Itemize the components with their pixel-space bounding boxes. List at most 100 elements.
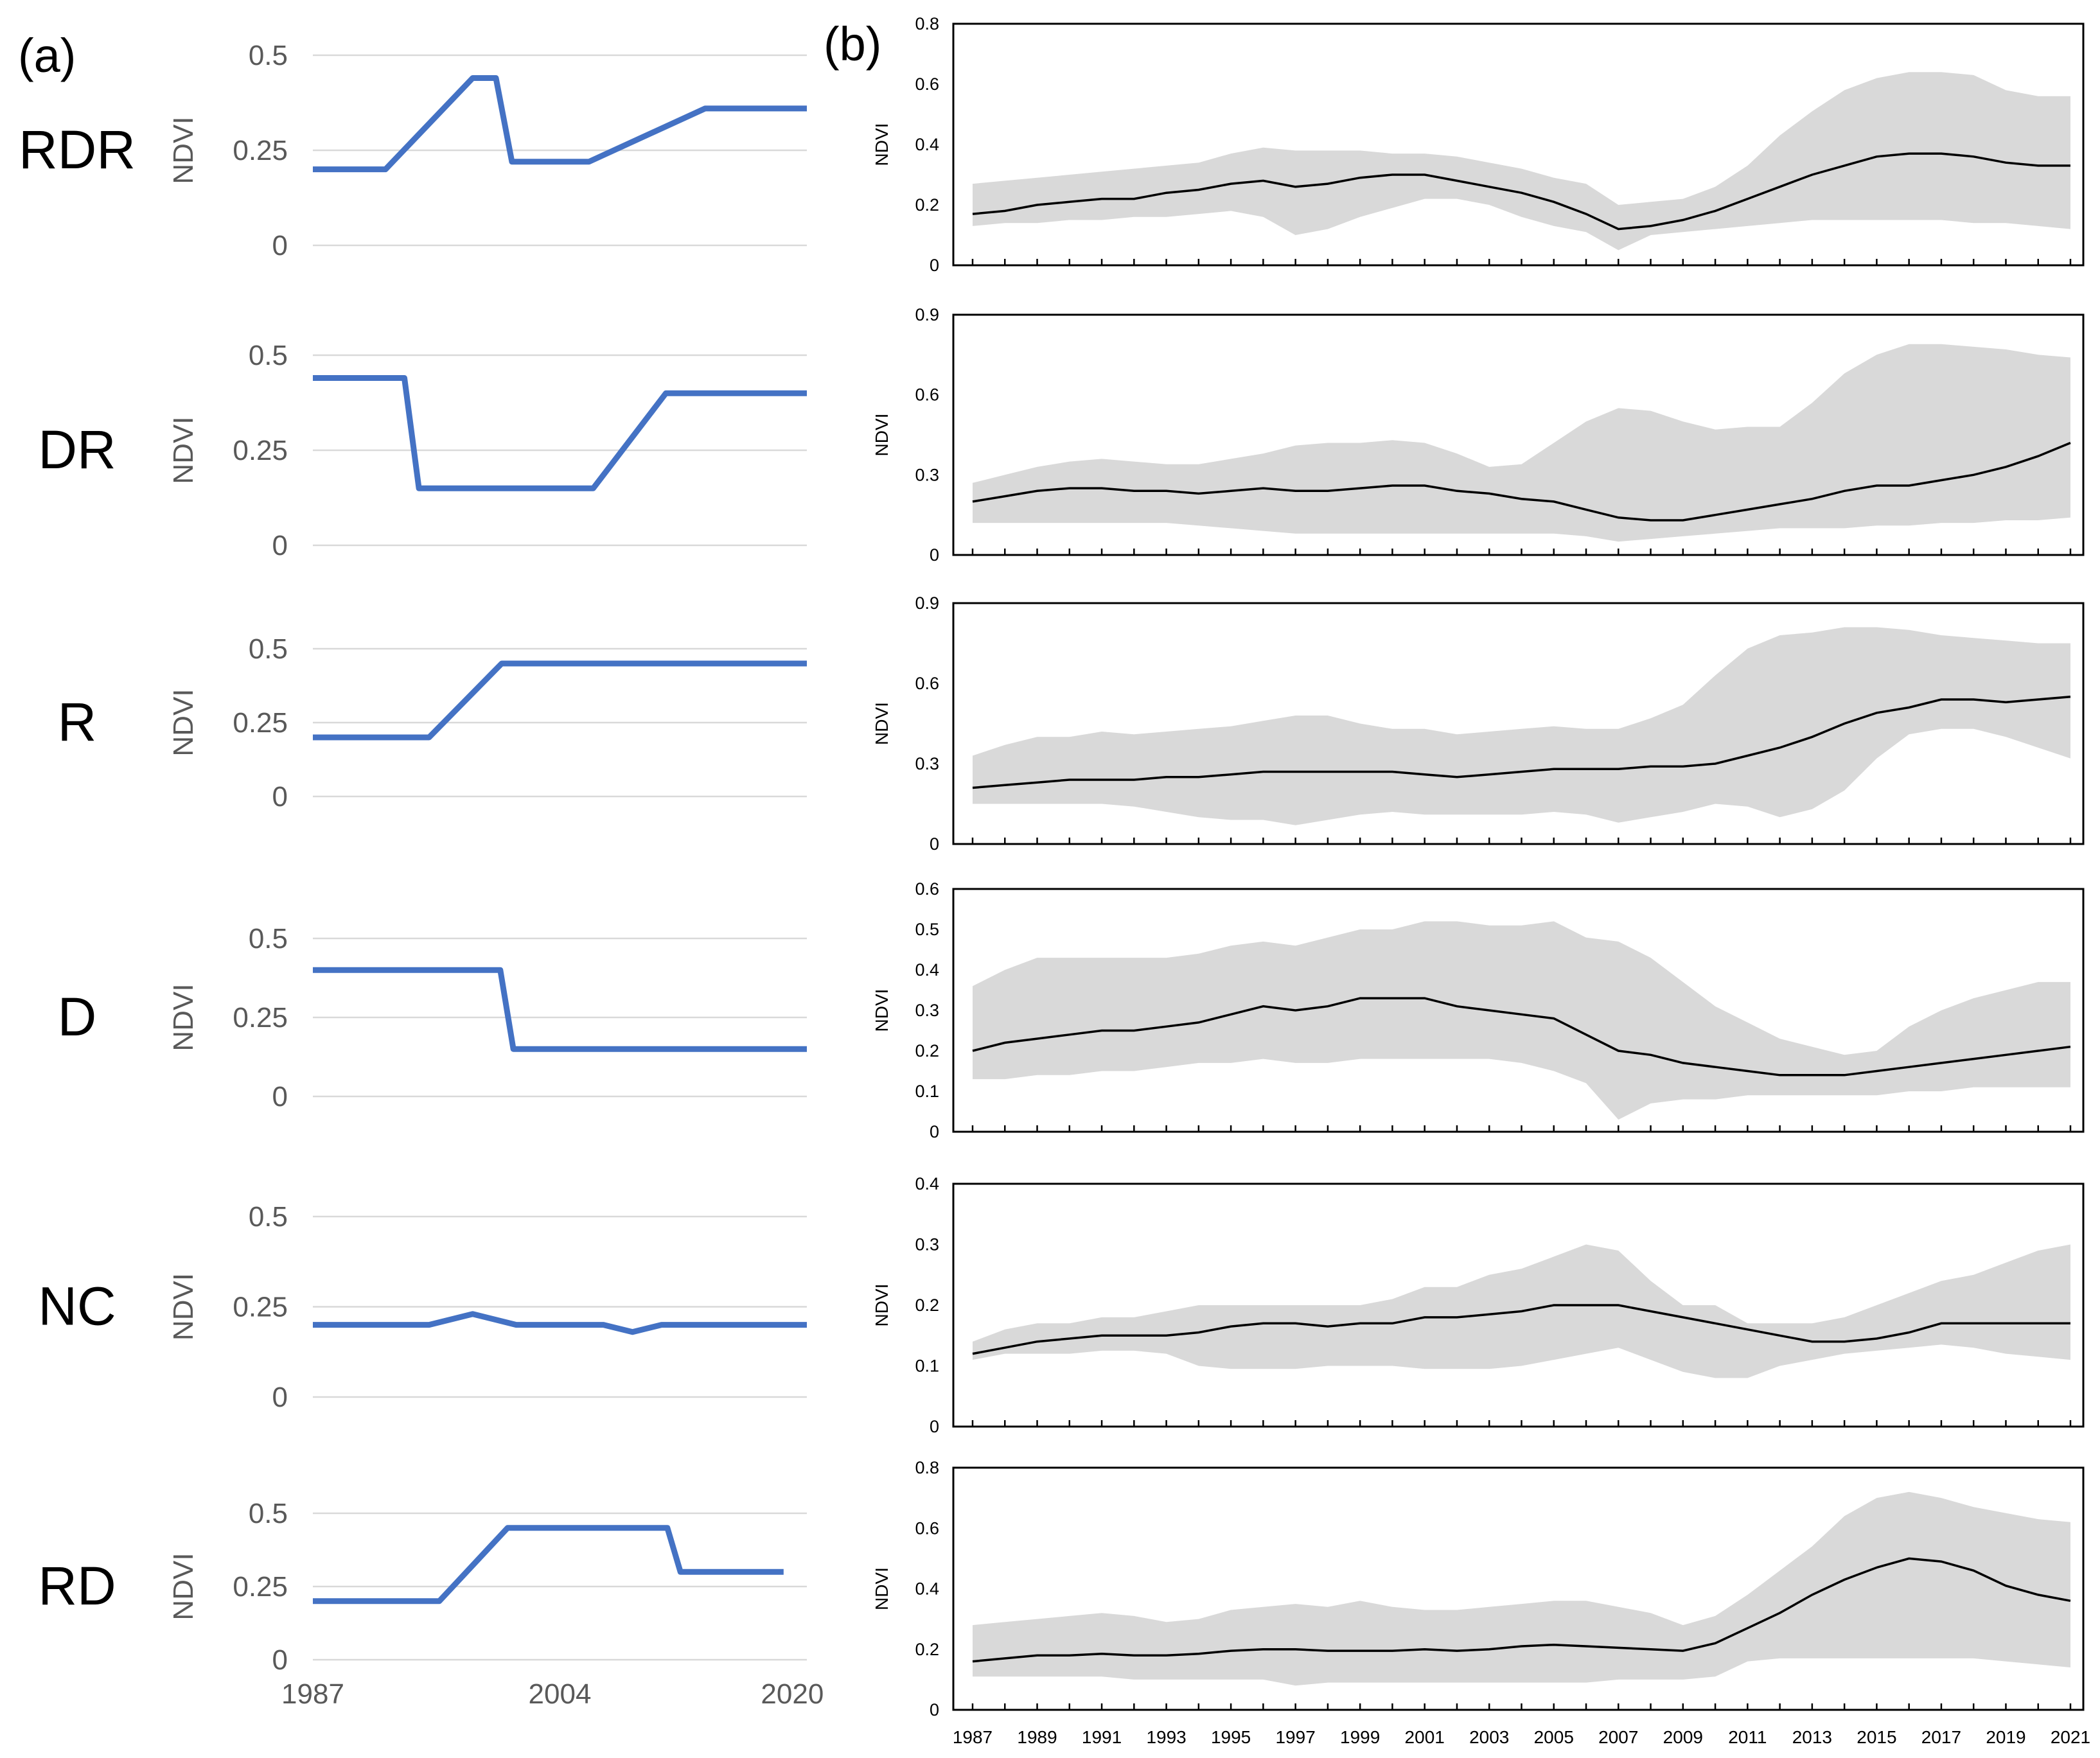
mean-line-dr bbox=[972, 441, 2071, 522]
x-tick-label: 2020 bbox=[761, 1678, 824, 1710]
y-tick-label: 0 bbox=[930, 1700, 939, 1719]
y-tick-label: 0.6 bbox=[915, 674, 939, 693]
x-tick-label: 1987 bbox=[281, 1678, 344, 1710]
y-tick-label: 0.6 bbox=[915, 1518, 939, 1538]
plot-frame bbox=[952, 1466, 2085, 1711]
y-tick-label: 0 bbox=[930, 256, 939, 275]
y-tick-label: 0.8 bbox=[915, 1458, 939, 1477]
y-axis-label: NDVI bbox=[872, 1284, 892, 1327]
range-band-d bbox=[973, 921, 2070, 1120]
y-tick-label: 0.4 bbox=[915, 1579, 939, 1599]
plot-frame bbox=[952, 313, 2085, 556]
y-tick-label: 0.3 bbox=[915, 1001, 939, 1020]
y-tick-label: 0 bbox=[272, 1081, 288, 1112]
y-tick-label: 0 bbox=[930, 1417, 939, 1436]
y-axis-label: NDVI bbox=[168, 116, 199, 184]
y-axis-label: NDVI bbox=[872, 702, 892, 745]
y-tick-label: 0.1 bbox=[915, 1082, 939, 1101]
y-tick-label: 0.6 bbox=[915, 385, 939, 405]
panel-a-label: (a) bbox=[18, 29, 76, 82]
y-tick-label: 0 bbox=[272, 530, 288, 561]
x-tick-label: 1997 bbox=[1275, 1727, 1315, 1747]
x-tick-label: 1999 bbox=[1340, 1727, 1380, 1747]
y-tick-label: 0.5 bbox=[249, 1201, 288, 1233]
y-tick-label: 0.5 bbox=[249, 1498, 288, 1529]
range-band-rd bbox=[973, 1491, 2070, 1686]
y-axis-label: NDVI bbox=[872, 989, 892, 1032]
row-label-dr: DR bbox=[38, 419, 116, 480]
y-tick-label: 0.2 bbox=[915, 1296, 939, 1315]
x-tick-label: 2013 bbox=[1792, 1727, 1832, 1747]
y-tick-label: 0.25 bbox=[233, 1571, 288, 1603]
y-tick-label: 0.25 bbox=[233, 1002, 288, 1033]
charts-group: 0 0.25 0.5 RDR NDVI 0 0.25 0.5 DR NDVI 0 0.25 0.5 R ND… bbox=[19, 14, 2090, 1747]
range-band-dr bbox=[973, 344, 2070, 542]
y-tick-label: 0.3 bbox=[915, 754, 939, 773]
range-band-rdr bbox=[973, 72, 2070, 251]
y-tick-label: 0 bbox=[272, 1382, 288, 1413]
row-label-r: R bbox=[58, 692, 97, 752]
y-tick-label: 0.9 bbox=[915, 305, 939, 324]
y-axis-label: NDVI bbox=[168, 689, 199, 756]
y-tick-label: 0.25 bbox=[233, 435, 288, 466]
y-tick-label: 0.4 bbox=[915, 1174, 939, 1193]
y-tick-label: 0.4 bbox=[915, 960, 939, 980]
y-tick-label: 0 bbox=[272, 230, 288, 261]
y-tick-label: 0.8 bbox=[915, 14, 939, 33]
y-tick-label: 0.3 bbox=[915, 1235, 939, 1254]
y-tick-label: 0.4 bbox=[915, 135, 939, 154]
y-axis-label: NDVI bbox=[168, 1552, 199, 1620]
y-tick-label: 0.5 bbox=[249, 40, 288, 71]
y-tick-label: 0.25 bbox=[233, 135, 288, 166]
row-label-rdr: RDR bbox=[19, 119, 136, 180]
range-band-r bbox=[973, 627, 2070, 825]
row-label-rd: RD bbox=[38, 1556, 116, 1616]
x-tick-label: 1995 bbox=[1211, 1727, 1251, 1747]
schematic-line-dr bbox=[313, 375, 807, 491]
x-tick-label: 2009 bbox=[1663, 1727, 1703, 1747]
x-tick-label: 2019 bbox=[1986, 1727, 2025, 1747]
x-tick-label: 2021 bbox=[2051, 1727, 2090, 1747]
plot-frame bbox=[952, 602, 2085, 845]
y-tick-label: 0.3 bbox=[915, 465, 939, 484]
mean-line-rdr bbox=[972, 152, 2070, 231]
y-axis-label: NDVI bbox=[872, 123, 892, 166]
y-tick-label: 0.2 bbox=[915, 1041, 939, 1060]
plot-frame bbox=[952, 1182, 2085, 1428]
x-tick-label: 2015 bbox=[1857, 1727, 1896, 1747]
mean-line-d bbox=[972, 997, 2071, 1077]
mean-line-r bbox=[972, 696, 2071, 789]
y-tick-label: 0.2 bbox=[915, 195, 939, 215]
y-tick-label: 0.5 bbox=[915, 920, 939, 939]
y-tick-label: 0 bbox=[930, 545, 939, 565]
x-tick-label: 2005 bbox=[1534, 1727, 1574, 1747]
row-label-d: D bbox=[58, 987, 97, 1047]
x-tick-label: 2011 bbox=[1728, 1727, 1767, 1747]
row-label-nc: NC bbox=[38, 1276, 116, 1337]
x-tick-label: 2003 bbox=[1469, 1727, 1509, 1747]
x-tick-label: 1989 bbox=[1017, 1727, 1057, 1747]
schematic-line-rdr bbox=[313, 75, 807, 173]
y-tick-label: 0.1 bbox=[915, 1357, 939, 1376]
y-tick-label: 0.25 bbox=[233, 707, 288, 739]
y-tick-label: 0 bbox=[930, 834, 939, 854]
y-tick-label: 0 bbox=[272, 781, 288, 813]
x-tick-label: 2007 bbox=[1598, 1727, 1638, 1747]
x-tick-label: 2004 bbox=[529, 1678, 592, 1710]
schematic-line-d bbox=[313, 967, 807, 1052]
y-tick-label: 0.6 bbox=[915, 879, 939, 899]
x-tick-label: 2001 bbox=[1405, 1727, 1445, 1747]
schematic-line-nc bbox=[313, 1311, 807, 1335]
y-tick-label: 0.5 bbox=[249, 633, 288, 665]
schematic-line-r bbox=[313, 660, 807, 741]
panel-b-label: (b) bbox=[824, 17, 881, 71]
x-tick-label: 2017 bbox=[1921, 1727, 1961, 1747]
y-tick-label: 0.9 bbox=[915, 593, 939, 613]
y-tick-label: 0.5 bbox=[249, 923, 288, 954]
y-tick-label: 0.25 bbox=[233, 1292, 288, 1323]
y-axis-label: NDVI bbox=[872, 1567, 892, 1610]
y-axis-label: NDVI bbox=[872, 414, 892, 457]
x-tick-label: 1987 bbox=[953, 1727, 993, 1747]
x-tick-label: 1991 bbox=[1082, 1727, 1122, 1747]
